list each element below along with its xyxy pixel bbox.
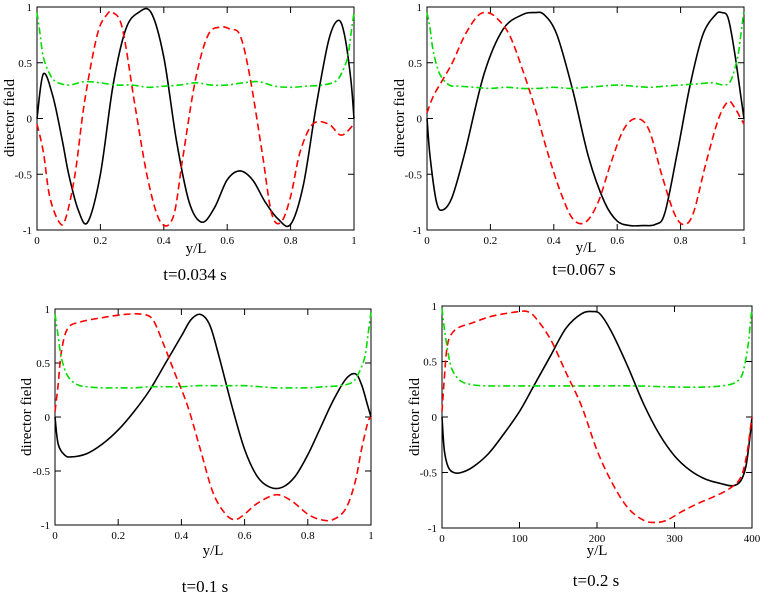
y-tick-label: 1 — [27, 2, 33, 14]
y-tick-label: 1 — [432, 301, 438, 313]
axis-ticks: 0 100 200 300 400 -1 -0.5 0 0.5 1 — [420, 301, 761, 545]
y-tick-label: -1 — [23, 225, 32, 237]
x-tick-label: 0.2 — [484, 235, 498, 247]
x-tick-label: 0 — [52, 530, 58, 542]
x-axis-label: y/L — [587, 543, 608, 559]
series-line-3 — [441, 308, 753, 388]
x-tick-label: 0 — [439, 533, 445, 545]
y-tick-label: 0.5 — [408, 58, 422, 70]
x-tick-label: 400 — [744, 533, 761, 545]
y-tick-label: -1 — [41, 520, 50, 532]
series-line-3 — [426, 10, 745, 90]
x-tick-label: 0.4 — [547, 235, 561, 247]
x-tick-label: 0.6 — [610, 235, 624, 247]
panel-caption: t=0.034 s — [163, 265, 226, 284]
y-tick-label: 0 — [417, 114, 423, 126]
x-axis-label: y/L — [186, 241, 207, 257]
x-tick-label: 0.6 — [238, 530, 252, 542]
y-tick-label: 0.5 — [423, 357, 437, 369]
panel-caption: t=0.2 s — [573, 571, 619, 590]
series-line-2 — [36, 10, 355, 227]
y-tick-label: -1 — [413, 225, 422, 237]
series-line-1 — [36, 7, 355, 228]
y-axis-label: director field — [19, 378, 35, 456]
series-line-2 — [441, 310, 753, 524]
x-tick-label: 0.2 — [111, 530, 125, 542]
x-tick-label: 100 — [511, 533, 528, 545]
y-tick-label: 0 — [45, 412, 51, 424]
y-tick-label: 0 — [432, 412, 438, 424]
y-axis-label: director field — [2, 79, 18, 157]
plot-area — [426, 10, 745, 227]
x-tick-label: 0 — [424, 235, 430, 247]
x-tick-label: 0.4 — [175, 530, 189, 542]
series-line-3 — [54, 312, 372, 389]
series-line-1 — [441, 310, 753, 487]
x-tick-label: 0 — [34, 235, 40, 247]
x-tick-label: 0.6 — [220, 235, 234, 247]
axis-ticks: 0 0.2 0.4 0.6 0.8 1 -1 -0.5 0 0.5 1 — [15, 2, 357, 247]
y-tick-label: -0.5 — [33, 466, 51, 478]
series-line-2 — [426, 11, 745, 226]
panel-caption: t=0.067 s — [552, 260, 615, 279]
y-tick-label: -0.5 — [15, 169, 33, 181]
x-tick-label: 1 — [741, 235, 747, 247]
y-tick-label: -1 — [428, 523, 437, 535]
y-tick-label: 0.5 — [36, 358, 50, 370]
y-tick-label: 1 — [45, 304, 51, 316]
y-tick-label: 0.5 — [18, 58, 32, 70]
chart-panel-3: 0 0.2 0.4 0.6 0.8 1 -1 -0.5 0 0.5 1 y/L director f… — [19, 304, 374, 595]
series-line-1 — [54, 313, 372, 490]
x-tick-label: 200 — [589, 533, 606, 545]
y-tick-label: 1 — [417, 2, 423, 14]
chart-panel-1: 0 0.2 0.4 0.6 0.8 1 -1 -0.5 0 0.5 1 y/L director f… — [2, 2, 357, 284]
x-tick-label: 1 — [368, 530, 374, 542]
series-line-2 — [54, 313, 372, 522]
x-tick-label: 0.8 — [284, 235, 298, 247]
plot-frame — [36, 6, 355, 231]
x-tick-label: 0.4 — [157, 235, 171, 247]
y-axis-label: director field — [392, 79, 408, 157]
plot-area — [441, 308, 753, 524]
plot-area — [54, 312, 372, 522]
plot-frame — [426, 6, 745, 231]
x-tick-label: 0.8 — [301, 530, 315, 542]
x-tick-label: 1 — [351, 235, 357, 247]
plot-area — [36, 7, 355, 228]
axis-ticks: 0 0.2 0.4 0.6 0.8 1 -1 -0.5 0 0.5 1 — [33, 304, 374, 542]
x-axis-label: y/L — [576, 240, 597, 256]
y-tick-label: 0 — [27, 114, 33, 126]
chart-panel-4: 0 100 200 300 400 -1 -0.5 0 0.5 1 y/L director fi… — [407, 301, 761, 590]
y-axis-label: director field — [407, 378, 423, 456]
plot-frame — [441, 305, 753, 529]
x-tick-label: 0.2 — [94, 235, 108, 247]
y-tick-label: -0.5 — [420, 468, 438, 480]
series-line-3 — [36, 12, 355, 89]
y-tick-label: -0.5 — [405, 169, 423, 181]
x-tick-label: 300 — [666, 533, 683, 545]
series-line-1 — [426, 11, 745, 227]
panel-caption: t=0.1 s — [182, 577, 228, 595]
chart-panel-2: 0 0.2 0.4 0.6 0.8 1 -1 -0.5 0 0.5 1 y/L director f… — [392, 2, 747, 279]
x-tick-label: 0.8 — [674, 235, 688, 247]
axis-ticks: 0 0.2 0.4 0.6 0.8 1 -1 -0.5 0 0.5 1 — [405, 2, 747, 247]
x-axis-label: y/L — [203, 543, 224, 559]
